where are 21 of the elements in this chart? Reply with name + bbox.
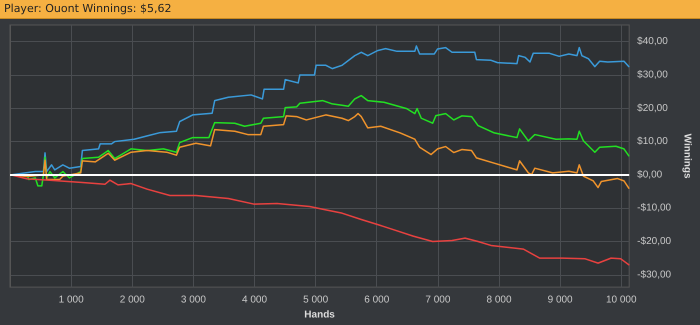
x-tick-label: 7 000 [425,294,451,306]
x-tick-label: 6 000 [364,294,390,306]
x-axis-title: Hands [304,310,336,320]
y-tick-label: -$30,00 [637,269,672,280]
chart-title: Player: Ouont Winnings: $5,62 [0,0,700,19]
y-axis-title: Winnings [682,134,692,179]
y-tick-label: $10,00 [637,136,668,148]
x-tick-label: 10 000 [606,294,637,306]
x-tick-label: 9 000 [548,294,574,306]
y-tick-label: -$10,00 [637,202,672,214]
x-tick-label: 8 000 [486,294,512,306]
y-tick-label: $20,00 [637,102,668,114]
y-tick-label: $30,00 [637,69,668,80]
x-tick-label: 5 000 [303,294,329,306]
x-tick-label: 2 000 [120,294,146,306]
y-tick-label: $0,00 [637,169,663,180]
y-tick-label: -$20,00 [637,236,672,247]
x-tick-label: 3 000 [180,294,206,306]
x-tick-label: 1 000 [58,294,84,306]
y-tick-label: $40,00 [637,36,668,48]
x-tick-label: 4 000 [242,294,268,306]
